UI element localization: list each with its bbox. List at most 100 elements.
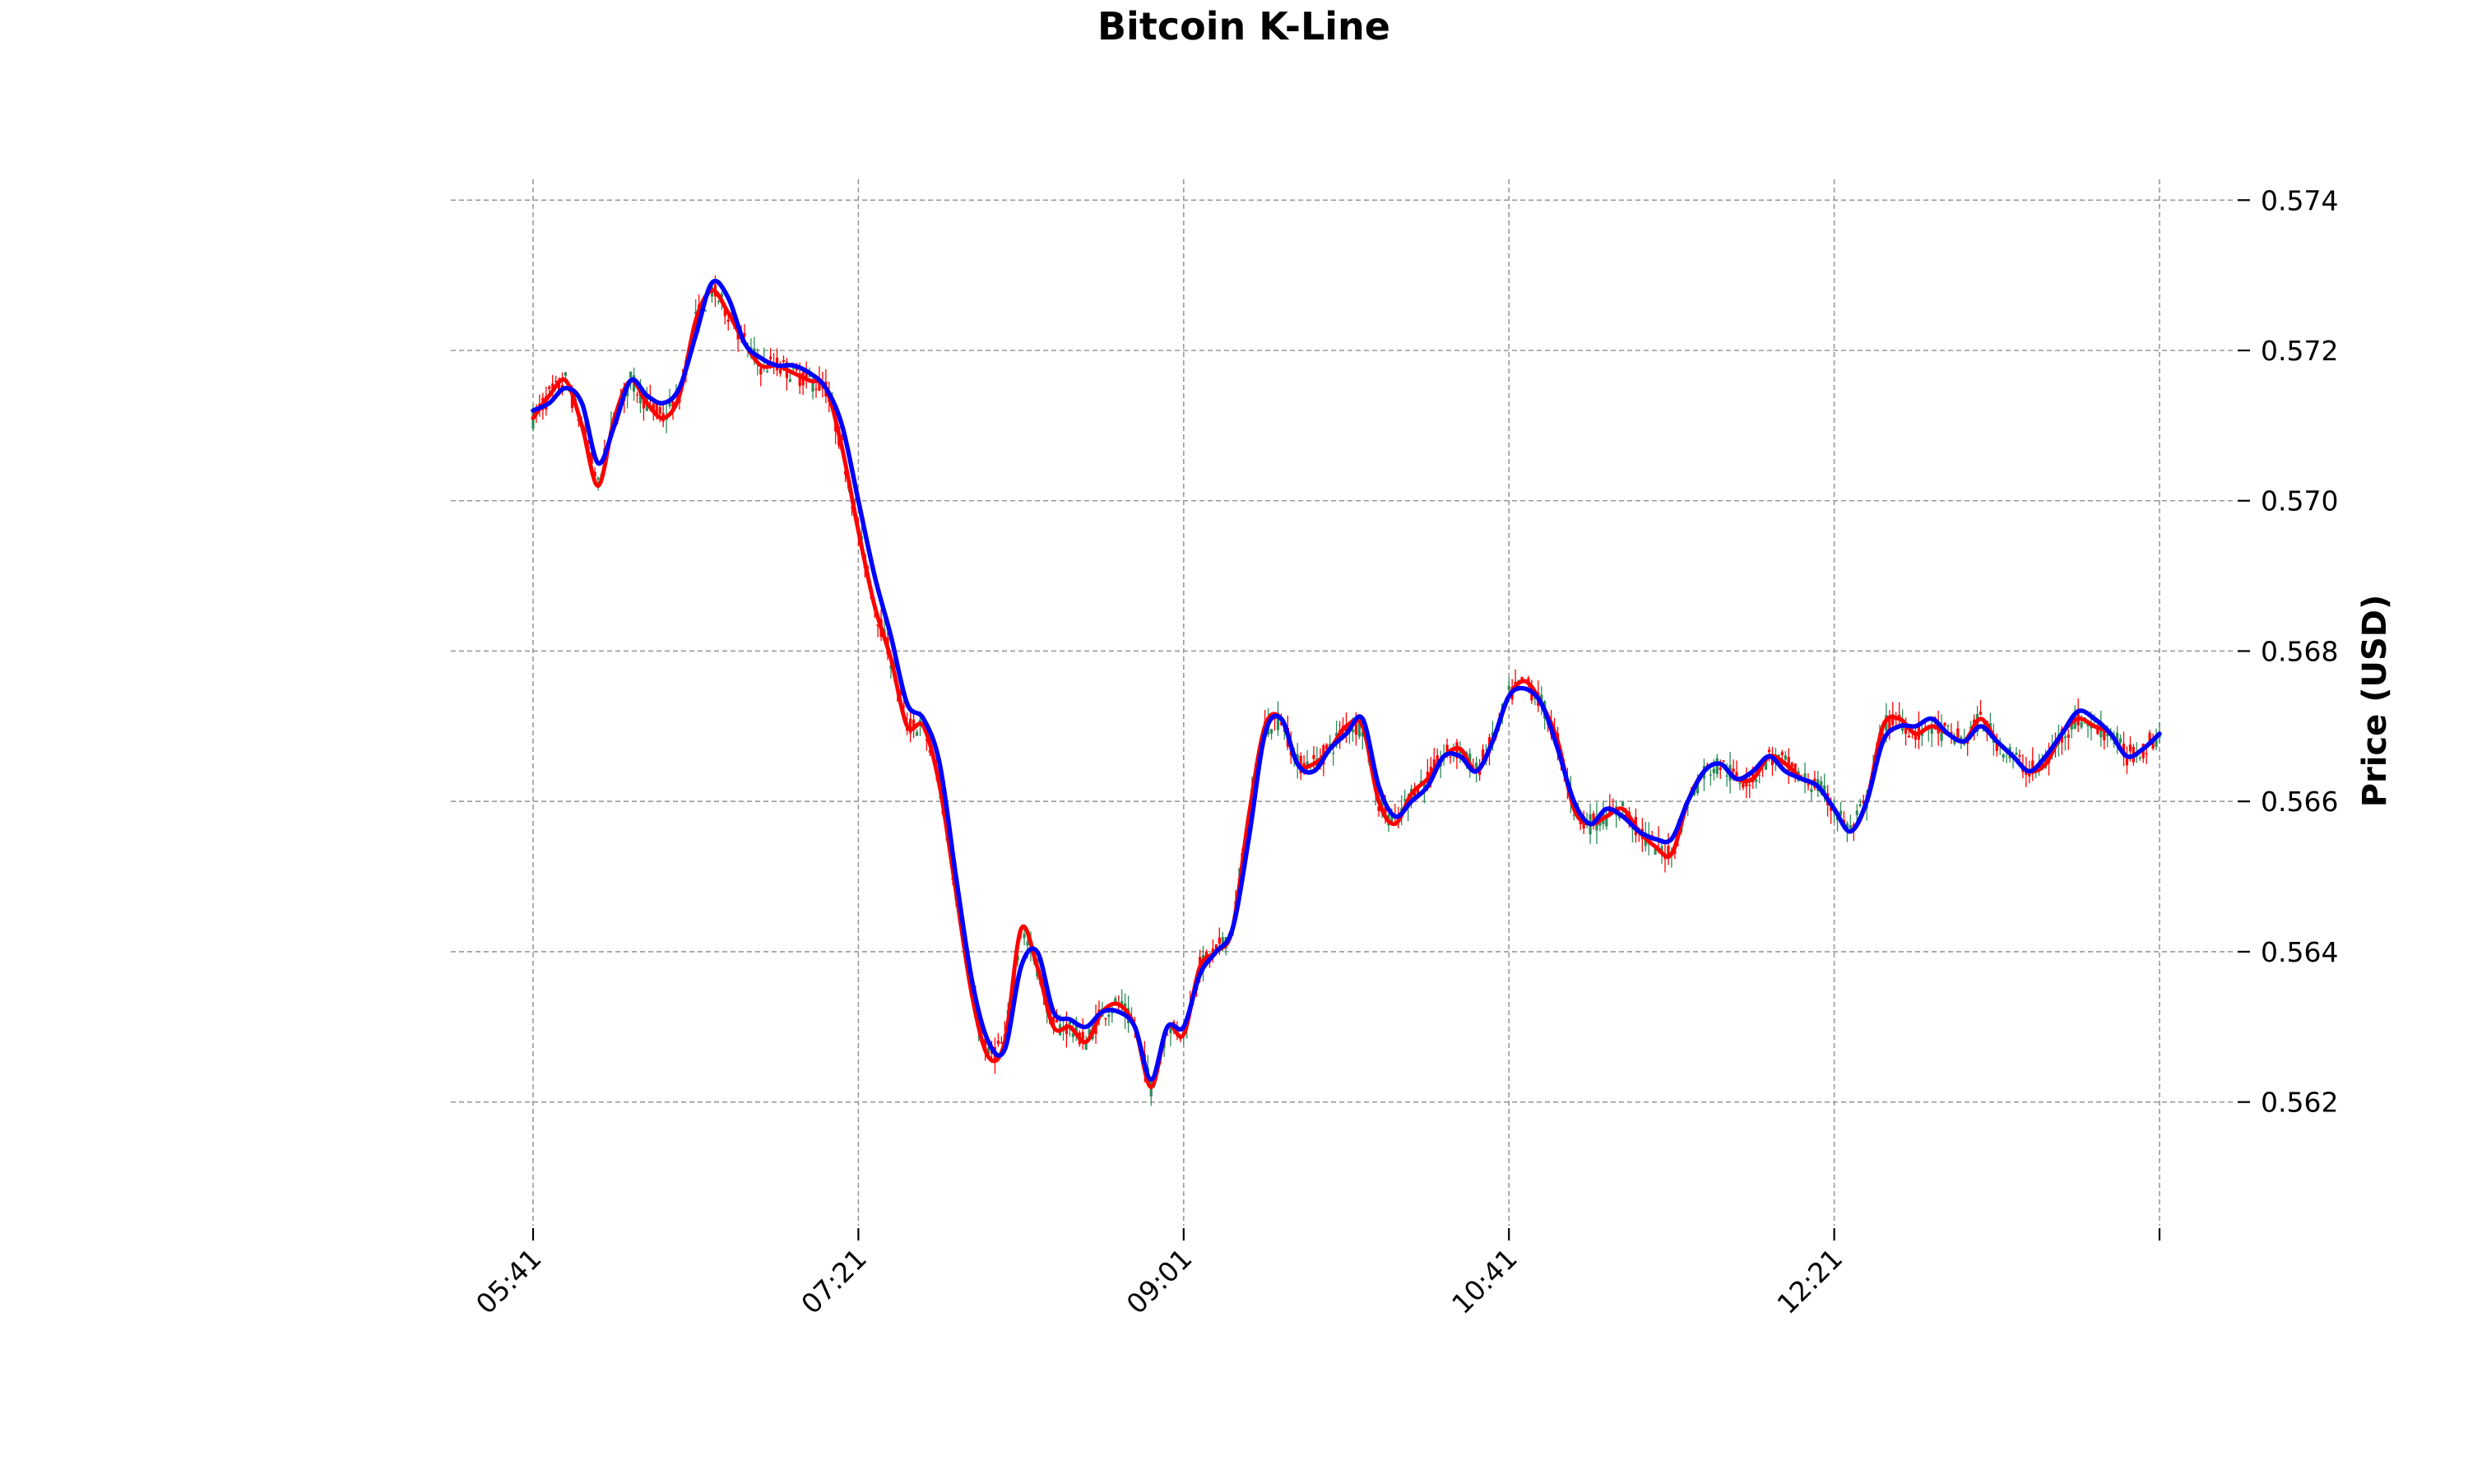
x-tick-label: 07:21: [795, 1242, 873, 1320]
candle-body: [629, 371, 633, 378]
candle-body: [1335, 733, 1338, 737]
y-tick-label: 0.564: [2261, 936, 2338, 968]
candle-body: [2103, 730, 2106, 740]
candle-body: [2031, 760, 2034, 769]
candle-body: [1979, 712, 1983, 715]
candle-body: [1855, 810, 1858, 815]
candle-body: [1943, 722, 1946, 726]
candle-body: [1667, 846, 1670, 860]
candle-body: [1084, 1042, 1088, 1050]
candle-body: [1306, 761, 1309, 767]
candle-body: [1953, 738, 1956, 744]
candle-body: [1475, 763, 1478, 773]
candle-body: [1823, 786, 1826, 795]
candle-body: [2125, 757, 2129, 766]
candle-body: [1810, 789, 1813, 792]
candle-body: [1520, 676, 1524, 681]
candle-body: [1068, 1022, 1072, 1025]
candle-body: [1361, 731, 1364, 737]
x-tick-label: 10:41: [1445, 1242, 1524, 1320]
candle-body: [1758, 774, 1761, 777]
candle-body: [1621, 802, 1625, 806]
candle-body: [1780, 752, 1784, 755]
x-tick-label: 05:41: [470, 1242, 548, 1320]
candle-body: [1312, 754, 1315, 759]
candle-body: [1351, 729, 1355, 733]
candle-body: [1166, 1034, 1169, 1036]
candle-body: [1605, 814, 1608, 827]
candle-body: [1888, 716, 1891, 731]
candle-body: [1384, 806, 1387, 814]
candle-body: [1279, 721, 1283, 726]
candle-body: [1390, 814, 1394, 823]
candle-body: [2148, 732, 2151, 744]
candle-body: [1598, 820, 1602, 827]
candle-body: [1751, 768, 1755, 783]
candle-body: [805, 369, 808, 378]
candle-body: [1950, 731, 1953, 734]
candle-body: [915, 731, 919, 736]
candle-body: [1709, 774, 1712, 776]
candle-body: [1354, 721, 1357, 735]
y-tick-label: 0.568: [2261, 635, 2338, 667]
candle-body: [1719, 767, 1722, 771]
candle-body: [694, 311, 698, 314]
candle-body: [753, 348, 756, 352]
candle-body: [1930, 728, 1933, 734]
candle-body: [1000, 1041, 1003, 1044]
candle-body: [2096, 729, 2099, 735]
line-layer: [531, 278, 2162, 1089]
candle-body: [726, 319, 730, 322]
candle-body: [593, 471, 596, 477]
candle-body: [1881, 734, 1885, 735]
candle-body: [1055, 1019, 1059, 1023]
candle-body: [1696, 781, 1700, 794]
candle-body: [1357, 721, 1361, 737]
candle-body: [986, 1047, 990, 1055]
candle-body: [2118, 738, 2122, 744]
y-tick-label: 0.562: [2261, 1087, 2338, 1119]
candle-body: [2015, 753, 2018, 755]
candle-body: [2128, 744, 2132, 752]
candle-body: [1904, 726, 1908, 734]
candle-body: [1481, 749, 1485, 761]
candle-body: [1088, 1029, 1091, 1036]
candle-body: [2106, 734, 2109, 737]
candle-body: [1793, 763, 1797, 776]
candle-body: [1403, 799, 1407, 801]
candle-body: [876, 624, 879, 626]
candle-body: [1712, 768, 1715, 773]
candle-body: [788, 379, 791, 383]
y-tick-label: 0.572: [2261, 335, 2338, 367]
candle-body: [1169, 1024, 1172, 1033]
candle-body: [1839, 810, 1843, 816]
candle-body: [814, 388, 818, 390]
candle-body: [2002, 754, 2005, 758]
candle-body: [1722, 760, 1725, 762]
candle-body: [1862, 800, 1865, 804]
candle-body: [798, 373, 801, 387]
candle-body: [1784, 755, 1787, 760]
candle-body: [1732, 768, 1735, 772]
candle-body: [1969, 726, 1973, 729]
candle-body: [2018, 754, 2021, 757]
candle-body: [1891, 714, 1895, 726]
candle-body: [1218, 937, 1221, 944]
candle-body: [668, 401, 671, 406]
candle-body: [1725, 775, 1728, 777]
candle-body: [818, 378, 821, 391]
candle-body: [655, 404, 658, 415]
candle-body: [723, 308, 726, 317]
candle-body: [1107, 1014, 1111, 1018]
candle-body: [1507, 685, 1510, 690]
candle-body: [1807, 784, 1810, 786]
candle-body: [1767, 749, 1771, 753]
ma-fast-line: [531, 288, 2162, 1089]
candle-body: [1332, 753, 1335, 754]
candle-body: [1572, 814, 1575, 816]
candle-body: [1624, 814, 1628, 818]
candle-body: [554, 380, 558, 383]
candle-body: [1081, 1032, 1084, 1043]
ma-slow-line: [531, 278, 2162, 1083]
candle-body: [2063, 736, 2067, 739]
